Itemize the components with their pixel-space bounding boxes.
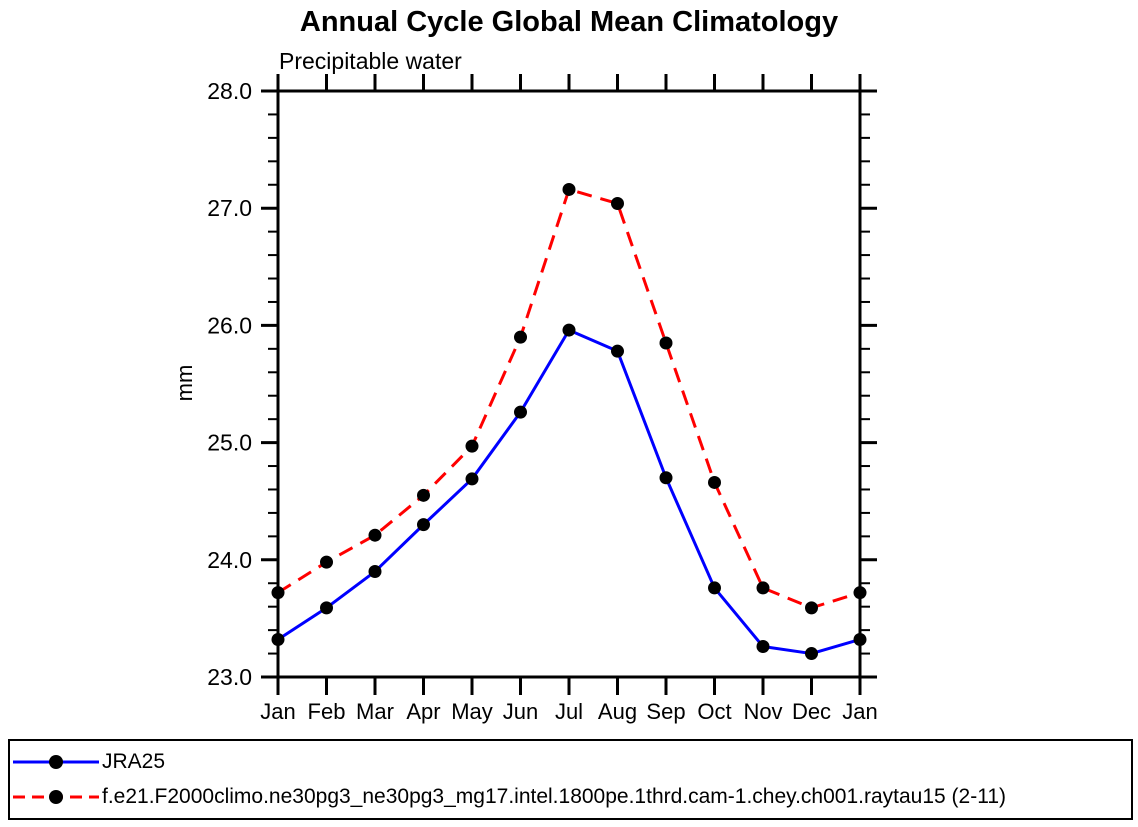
svg-text:23.0: 23.0 xyxy=(207,664,252,690)
legend-box: JRA25 f.e21.F2000climo.ne30pg3_ne30pg3_m… xyxy=(8,739,1133,820)
svg-text:Jan: Jan xyxy=(260,699,295,724)
svg-text:Dec: Dec xyxy=(792,699,831,724)
svg-text:Mar: Mar xyxy=(356,699,394,724)
legend-label-model: f.e21.F2000climo.ne30pg3_ne30pg3_mg17.in… xyxy=(102,784,1007,808)
svg-text:Apr: Apr xyxy=(406,699,440,724)
legend-line-sample-dashed-icon xyxy=(13,789,99,804)
legend-item-model: f.e21.F2000climo.ne30pg3_ne30pg3_mg17.in… xyxy=(12,784,1131,810)
svg-text:Sep: Sep xyxy=(646,699,685,724)
svg-text:28.0: 28.0 xyxy=(207,78,252,104)
legend-item-jra25: JRA25 xyxy=(12,749,1131,775)
svg-text:27.0: 27.0 xyxy=(207,195,252,221)
svg-text:Jul: Jul xyxy=(555,699,583,724)
svg-text:Jun: Jun xyxy=(503,699,538,724)
svg-text:Feb: Feb xyxy=(308,699,346,724)
chart-subtitle: Precipitable water xyxy=(279,48,462,74)
legend-label-jra25: JRA25 xyxy=(102,750,166,774)
svg-text:24.0: 24.0 xyxy=(207,547,252,573)
svg-text:26.0: 26.0 xyxy=(207,312,252,338)
plot-area: 23.0 24.0 25.0 26.0 27.0 28.0 Jan Feb Mar Apr May J… xyxy=(207,74,878,724)
svg-text:25.0: 25.0 xyxy=(207,430,252,456)
svg-text:Oct: Oct xyxy=(697,699,731,724)
svg-text:May: May xyxy=(451,699,493,724)
legend-line-sample-solid-icon xyxy=(13,755,99,770)
chart-title: Annual Cycle Global Mean Climatology xyxy=(299,6,839,38)
svg-text:Aug: Aug xyxy=(598,699,637,724)
svg-text:Nov: Nov xyxy=(743,699,782,724)
svg-text:Jan: Jan xyxy=(842,699,877,724)
